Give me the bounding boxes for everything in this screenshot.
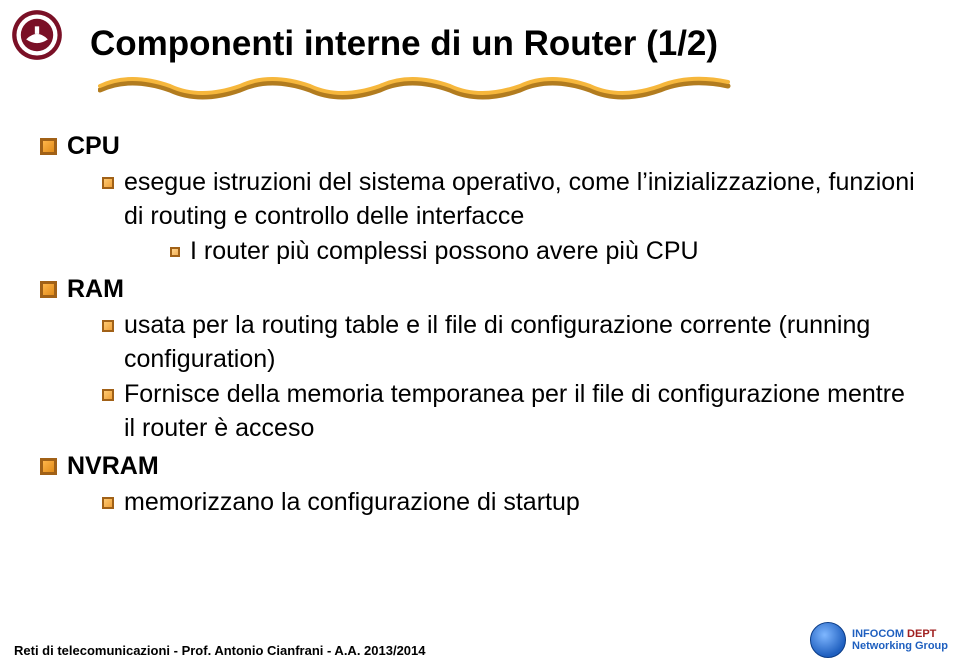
list-item: memorizzano la configurazione di startup xyxy=(102,486,920,520)
lvl1-label: CPU xyxy=(67,130,920,164)
list-item: CPU esegue istruzioni del sistema operat… xyxy=(40,130,920,269)
bullet-icon xyxy=(40,281,57,298)
content-area: CPU esegue istruzioni del sistema operat… xyxy=(40,130,920,523)
lvl2-label: memorizzano la configurazione di startup xyxy=(124,486,920,520)
bullet-icon xyxy=(102,320,114,332)
slide-title: Componenti interne di un Router (1/2) xyxy=(90,24,890,64)
globe-icon xyxy=(810,622,846,658)
wave-underline-icon xyxy=(98,74,738,102)
bullet-icon xyxy=(170,247,180,257)
lvl2-label: usata per la routing table e il file di … xyxy=(124,309,920,377)
lvl1-label: NVRAM xyxy=(67,450,920,484)
bullet-icon xyxy=(40,138,57,155)
list-item: Fornisce della memoria temporanea per il… xyxy=(102,378,920,446)
bullet-icon xyxy=(102,389,114,401)
list-item: RAM usata per la routing table e il file… xyxy=(40,273,920,446)
bullet-icon xyxy=(102,497,114,509)
infocom-logo: INFOCOM DEPT Networking Group xyxy=(810,622,948,658)
infocom-text: INFOCOM DEPT Networking Group xyxy=(852,628,948,652)
list-item: esegue istruzioni del sistema operativo,… xyxy=(102,166,920,234)
list-item: I router più complessi possono avere più… xyxy=(170,235,920,269)
lvl2-label: Fornisce della memoria temporanea per il… xyxy=(124,378,920,446)
list-item: NVRAM memorizzano la configurazione di s… xyxy=(40,450,920,520)
footer-text: Reti di telecomunicazioni - Prof. Antoni… xyxy=(14,643,426,658)
bullet-icon xyxy=(102,177,114,189)
lvl2-label: esegue istruzioni del sistema operativo,… xyxy=(124,166,920,234)
lvl1-label: RAM xyxy=(67,273,920,307)
university-logo xyxy=(10,8,64,62)
lvl3-label: I router più complessi possono avere più… xyxy=(190,235,920,269)
bullet-icon xyxy=(40,458,57,475)
list-item: usata per la routing table e il file di … xyxy=(102,309,920,377)
